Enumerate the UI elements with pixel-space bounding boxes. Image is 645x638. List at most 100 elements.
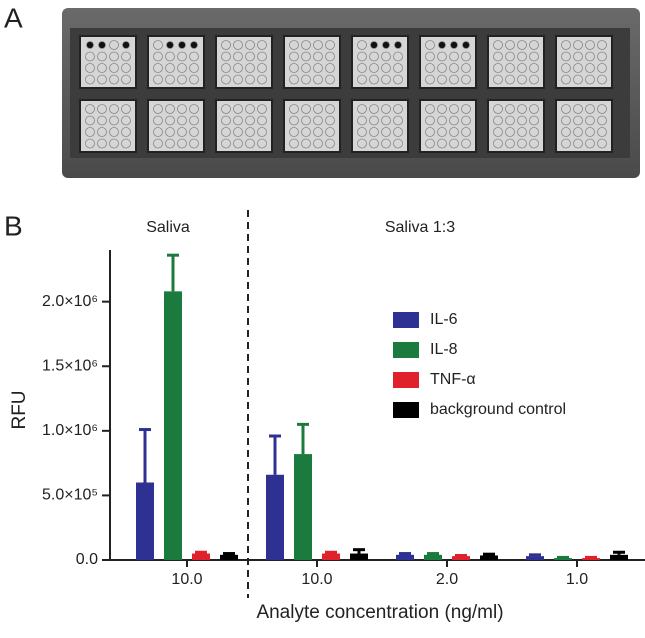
spot: [97, 127, 107, 137]
spot: [437, 127, 447, 137]
spot: [233, 74, 243, 85]
legend-swatch: [393, 312, 419, 328]
spot: [257, 115, 267, 126]
array-pad: [283, 35, 341, 89]
spot: [381, 115, 391, 126]
spot: [573, 51, 583, 62]
spot: [529, 115, 539, 126]
spot: [369, 138, 379, 149]
spot: [505, 74, 515, 85]
spot: [313, 138, 323, 149]
spot: [425, 51, 435, 62]
spot: [221, 104, 231, 114]
spot: [505, 104, 515, 114]
spot: [505, 51, 515, 62]
legend-swatch: [393, 372, 419, 388]
spot: [153, 63, 163, 73]
spot: [597, 63, 607, 73]
spot: [561, 115, 571, 126]
spot: [461, 74, 471, 85]
spot: [381, 74, 391, 85]
spot: [301, 138, 311, 149]
spot: [493, 51, 503, 62]
legend-label: IL-6: [430, 311, 458, 328]
spot: [85, 74, 95, 85]
spot: [313, 127, 323, 137]
spot: [121, 138, 131, 149]
spot: [505, 115, 515, 126]
spot: [153, 51, 163, 62]
spot: [597, 51, 607, 62]
spot: [245, 127, 255, 137]
bar: [192, 553, 210, 560]
spot: [165, 138, 175, 149]
spot: [177, 51, 187, 62]
spot: [529, 51, 539, 62]
spot: [381, 138, 391, 149]
spot: [393, 115, 403, 126]
spot: [585, 138, 595, 149]
spot: [245, 115, 255, 126]
spot: [189, 104, 199, 114]
spot: [221, 63, 231, 73]
spot: [166, 41, 174, 49]
bar: [266, 474, 284, 560]
spot: [233, 51, 243, 62]
array-pad: [419, 99, 477, 153]
spot: [121, 104, 131, 114]
spot: [109, 40, 119, 50]
spot: [245, 51, 255, 62]
spot: [85, 51, 95, 62]
spot: [189, 51, 199, 62]
spot: [85, 127, 95, 137]
x-tick-label: 1.0: [566, 571, 588, 588]
spot: [505, 40, 515, 50]
spot: [109, 138, 119, 149]
spot: [325, 51, 335, 62]
spot: [381, 63, 391, 73]
spot: [449, 138, 459, 149]
spot: [121, 115, 131, 126]
y-tick-label: 5.0×10⁵: [42, 487, 98, 504]
bar: [164, 291, 182, 560]
spot: [325, 40, 335, 50]
spot: [301, 74, 311, 85]
spot: [121, 127, 131, 137]
spot: [585, 115, 595, 126]
legend-label: background control: [430, 401, 566, 418]
spot: [221, 74, 231, 85]
spot: [393, 63, 403, 73]
spot: [190, 41, 198, 49]
spot: [425, 104, 435, 114]
spot: [425, 63, 435, 73]
spot: [289, 51, 299, 62]
spot: [449, 127, 459, 137]
array-pad: [487, 99, 545, 153]
spot: [257, 40, 267, 50]
spot: [461, 104, 471, 114]
group-label: Saliva 1:3: [385, 219, 455, 236]
spot: [493, 138, 503, 149]
spot: [357, 138, 367, 149]
spot: [313, 40, 323, 50]
array-pad: [283, 99, 341, 153]
spot: [109, 74, 119, 85]
spot: [517, 63, 527, 73]
spot: [325, 115, 335, 126]
spot: [561, 104, 571, 114]
spot: [221, 115, 231, 126]
y-tick-label: 2.0×10⁶: [42, 293, 98, 310]
spot: [449, 51, 459, 62]
spot: [597, 127, 607, 137]
spot: [493, 104, 503, 114]
spot: [289, 63, 299, 73]
spot: [233, 104, 243, 114]
spot: [189, 74, 199, 85]
spot: [425, 40, 435, 50]
legend-swatch: [393, 402, 419, 418]
spot: [97, 115, 107, 126]
spot: [153, 40, 163, 50]
spot: [357, 127, 367, 137]
spot: [517, 104, 527, 114]
spot: [493, 63, 503, 73]
